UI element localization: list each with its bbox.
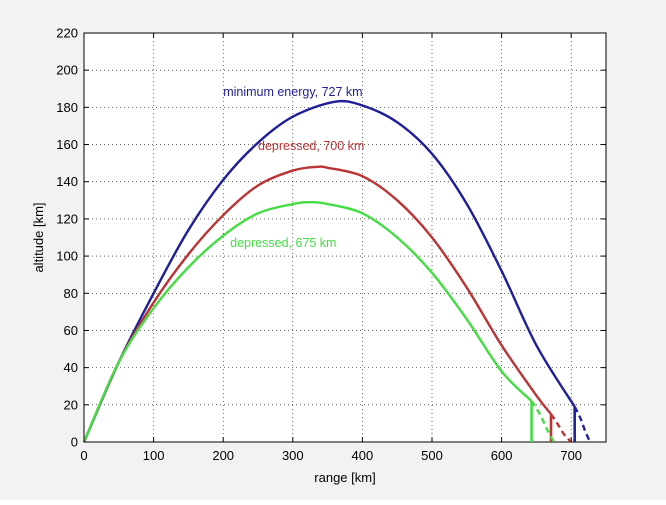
annotations: minimum energy, 727 km depressed, 700 km d… [223, 85, 364, 250]
x-tick-label: 200 [212, 448, 234, 463]
x-axis-label: range [km] [314, 470, 375, 485]
x-tick-label: 0 [80, 448, 87, 463]
series-line [82, 165, 552, 443]
x-tick-label: 500 [421, 448, 443, 463]
x-tick-label: 300 [282, 448, 304, 463]
x-tick-label: 100 [143, 448, 165, 463]
series-group [82, 99, 592, 443]
series-line [82, 200, 533, 443]
x-tick-label: 700 [560, 448, 582, 463]
grid [84, 33, 606, 442]
y-tick-label: 0 [71, 435, 78, 450]
annotation-label: depressed, 700 km [258, 139, 364, 153]
x-tick-label: 400 [352, 448, 374, 463]
series-line [82, 99, 576, 443]
y-tick-label: 60 [64, 323, 78, 338]
series-dashed-tail [530, 400, 555, 443]
y-tick-label: 220 [56, 26, 78, 41]
x-tick-label: 600 [491, 448, 513, 463]
axes: 0 100 200 300 400 500 600 700 0 20 40 60 80 100 120 140… [56, 26, 606, 463]
y-tick-label: 140 [56, 174, 78, 189]
annotation-label: depressed, 675 km [230, 236, 336, 250]
y-tick-label: 200 [56, 63, 78, 78]
annotation-label: minimum energy, 727 km [223, 85, 362, 99]
series-dashed-tail [550, 413, 573, 443]
y-tick-label: 40 [64, 360, 78, 375]
y-tick-label: 120 [56, 211, 78, 226]
y-tick-label: 20 [64, 397, 78, 412]
y-tick-label: 160 [56, 137, 78, 152]
series-dashed-tail [573, 406, 592, 443]
y-tick-label: 80 [64, 286, 78, 301]
y-axis-label: altitude [km] [31, 202, 46, 272]
y-tick-label: 180 [56, 100, 78, 115]
y-tick-label: 100 [56, 249, 78, 264]
